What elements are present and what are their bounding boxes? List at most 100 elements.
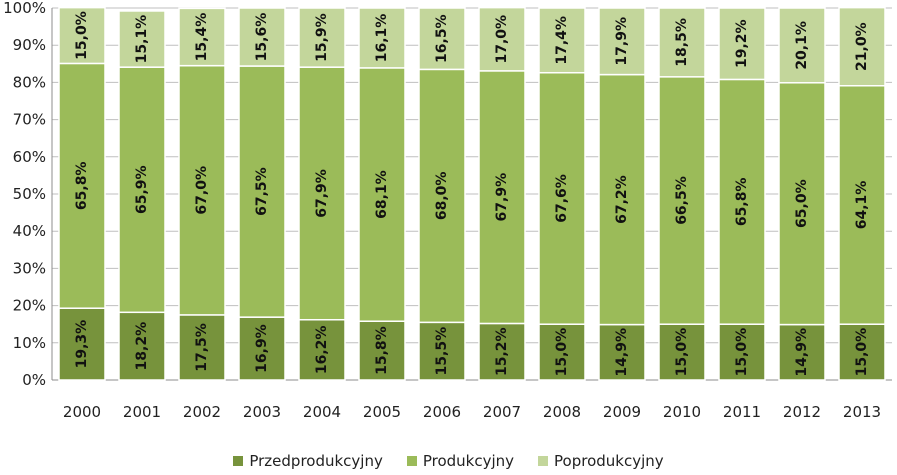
bar-data-label: 67,9% xyxy=(494,173,510,222)
bar-segment xyxy=(178,7,226,67)
y-tick-label: 10% xyxy=(13,334,46,352)
bar-data-label: 15,9% xyxy=(314,13,330,62)
x-tick-label: 2005 xyxy=(363,403,401,421)
bar-data-label: 15,0% xyxy=(734,328,750,377)
bar-data-label: 64,1% xyxy=(854,181,870,230)
bar-segment xyxy=(778,323,826,381)
bar-data-label: 17,0% xyxy=(494,15,510,64)
x-tick-label: 2003 xyxy=(243,403,281,421)
x-tick-label: 2006 xyxy=(423,403,461,421)
bar-segment xyxy=(358,320,406,381)
bar-segment xyxy=(838,323,886,381)
bar-data-label: 68,0% xyxy=(434,172,450,221)
bar-segment xyxy=(478,6,526,72)
legend-label: Produkcyjny xyxy=(422,452,515,470)
x-tick-label: 2010 xyxy=(663,403,701,421)
bar-data-label: 67,2% xyxy=(614,175,630,224)
bar-data-label: 15,0% xyxy=(554,328,570,377)
bar-data-label: 16,2% xyxy=(314,326,330,375)
bar-data-label: 15,0% xyxy=(74,11,90,60)
bar-segment xyxy=(118,10,166,68)
x-tick-label: 2012 xyxy=(783,403,821,421)
bar-data-label: 65,9% xyxy=(134,165,150,214)
bar-segment xyxy=(478,322,526,381)
bar-segment xyxy=(178,314,226,381)
bar-segment xyxy=(478,70,526,325)
y-tick-label: 20% xyxy=(13,297,46,315)
legend-label: Poprodukcyjny xyxy=(554,452,664,470)
bar-segment xyxy=(58,6,106,65)
x-tick-label: 2000 xyxy=(63,403,101,421)
bar-data-label: 16,5% xyxy=(434,14,450,63)
bar-data-label: 67,6% xyxy=(554,174,570,223)
legend: Przedprodukcyjny Produkcyjny Poprodukcyjny xyxy=(0,452,897,470)
bar-segment xyxy=(598,7,646,76)
bar-segment xyxy=(658,7,706,78)
legend-item: Produkcyjny xyxy=(406,452,515,470)
y-tick-label: 90% xyxy=(13,36,46,54)
bar-data-label: 65,8% xyxy=(74,162,90,211)
bar-segment xyxy=(238,316,286,381)
x-tick-label: 2013 xyxy=(843,403,881,421)
y-tick-label: 80% xyxy=(13,73,46,91)
legend-item: Przedprodukcyjny xyxy=(233,452,383,470)
legend-label: Przedprodukcyjny xyxy=(249,452,383,470)
y-tick-label: 70% xyxy=(13,111,46,129)
gridlines xyxy=(51,7,892,381)
bar-data-label: 15,1% xyxy=(134,15,150,64)
bar-data-label: 21,0% xyxy=(854,22,870,71)
y-axis-ticks: 0% 10% 20% 30% 40% 50% 60% 70% 80% 90% 100% xyxy=(3,0,46,389)
bar-data-label: 19,3% xyxy=(74,320,90,369)
bar-data-label: 20,1% xyxy=(794,21,810,70)
bar-segment xyxy=(838,84,886,325)
bar-data-label: 17,9% xyxy=(614,17,630,66)
stacked-bar-chart: 19,3% 65,8% 15,0% 18,2% 65,9% 15,1% 17,5% 67,0%… xyxy=(3,0,892,421)
bar-data-label: 65,0% xyxy=(794,179,810,228)
bar-segment xyxy=(358,67,406,322)
bar-data-label: 18,5% xyxy=(674,18,690,67)
bar-segment xyxy=(658,76,706,325)
bar-data-label: 67,0% xyxy=(194,166,210,215)
y-tick-label: 0% xyxy=(22,371,46,389)
bar-data-label: 15,5% xyxy=(434,327,450,376)
bar-segment xyxy=(238,7,286,67)
bar-data-label: 14,9% xyxy=(794,328,810,377)
y-tick-label: 50% xyxy=(13,185,46,203)
bar-segment xyxy=(358,7,406,69)
x-tick-label: 2002 xyxy=(183,403,221,421)
bar-data-label: 65,8% xyxy=(734,178,750,227)
bar-data-label: 18,2% xyxy=(134,322,150,371)
x-tick-label: 2009 xyxy=(603,403,641,421)
y-tick-label: 40% xyxy=(13,222,46,240)
legend-swatch xyxy=(233,456,244,466)
legend-item: Poprodukcyjny xyxy=(538,452,664,470)
bar-data-label: 67,5% xyxy=(254,167,270,216)
bar-segment xyxy=(418,7,466,71)
bar-data-label: 66,5% xyxy=(674,176,690,225)
x-axis-ticks: 2000 2001 2002 2003 2004 2005 2006 2007 2008 2009… xyxy=(63,403,881,421)
bar-segment xyxy=(598,323,646,381)
bar-segment xyxy=(538,71,586,325)
bar-data-label: 19,2% xyxy=(734,19,750,68)
bar-data-label: 17,5% xyxy=(194,323,210,372)
bar-data-label: 17,4% xyxy=(554,16,570,65)
bar-segment xyxy=(538,7,586,74)
bar-data-label: 16,1% xyxy=(374,14,390,63)
x-tick-label: 2007 xyxy=(483,403,521,421)
bar-data-label: 16,9% xyxy=(254,324,270,373)
bar-segment xyxy=(298,7,346,68)
x-tick-label: 2004 xyxy=(303,403,341,421)
bar-segment xyxy=(718,78,766,325)
bar-data-label: 68,1% xyxy=(374,170,390,219)
bar-segment xyxy=(418,321,466,381)
y-tick-label: 100% xyxy=(3,0,46,17)
bars: 19,3% 65,8% 15,0% 18,2% 65,9% 15,1% 17,5% 67,0%… xyxy=(58,6,886,381)
bar-data-label: 15,8% xyxy=(374,326,390,375)
x-tick-label: 2011 xyxy=(723,403,761,421)
bar-data-label: 15,6% xyxy=(254,13,270,62)
bar-data-label: 15,2% xyxy=(494,327,510,376)
bar-segment xyxy=(418,68,466,324)
legend-swatch xyxy=(406,456,417,466)
bar-data-label: 15,0% xyxy=(674,328,690,377)
bar-data-label: 15,4% xyxy=(194,13,210,62)
